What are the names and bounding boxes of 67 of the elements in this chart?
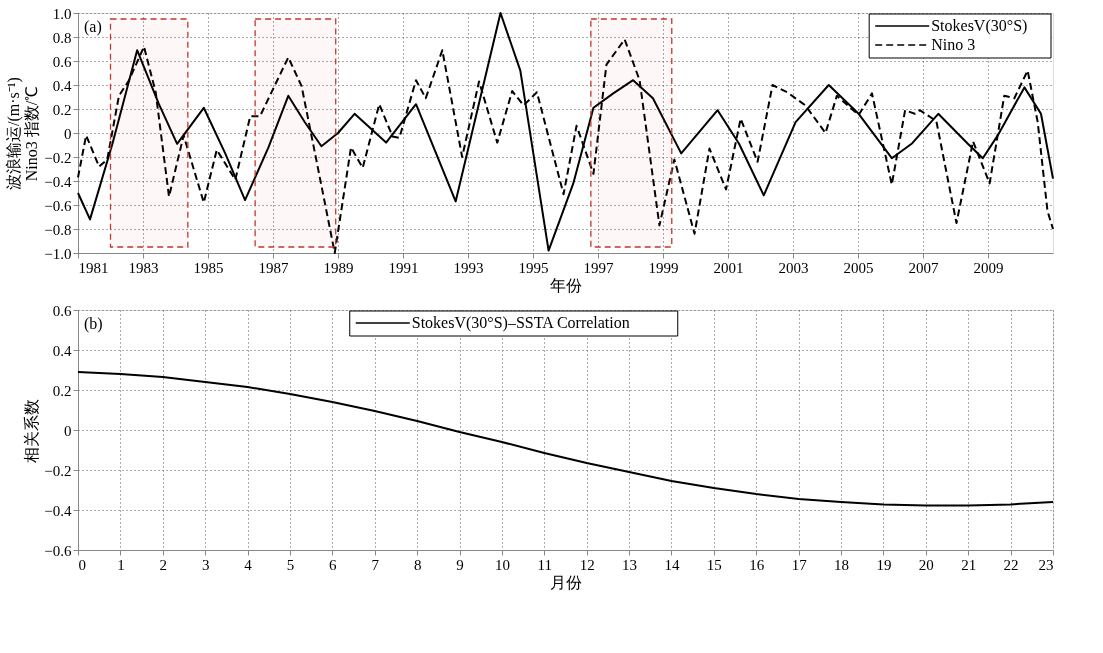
y-tick-label: 0.2	[52, 101, 72, 118]
x-tick-label: 1997	[583, 259, 614, 276]
x-tick-label: 0	[78, 556, 86, 573]
x-tick-label: 2	[159, 556, 168, 573]
x-tick-label: 23	[1038, 556, 1054, 573]
x-tick-label: 12	[579, 556, 595, 573]
y-tick-label: −1.0	[44, 245, 72, 262]
x-tick-label: 2005	[843, 259, 874, 276]
annotation: (a)	[84, 18, 102, 36]
x-tick-label: 1987	[258, 259, 289, 276]
y-tick-label: −0.4	[44, 173, 72, 190]
x-tick-label: 14	[664, 556, 680, 573]
x-tick-label: 7	[371, 556, 380, 573]
x-tick-label: 1983	[128, 259, 159, 276]
x-tick-label: 10	[494, 556, 510, 573]
x-tick-label: 17	[791, 556, 808, 573]
y-tick-label: 0.8	[52, 29, 72, 46]
legend-label: Nino 3	[931, 36, 976, 53]
x-tick-label: 16	[749, 556, 765, 573]
legend-label: StokesV(30°S)–SSTA Correlation	[411, 314, 630, 332]
x-tick-label: 2009	[973, 259, 1004, 276]
y-tick-label: −0.6	[44, 542, 72, 559]
x-tick-label: 3	[201, 556, 210, 573]
x-axis-title: 月份	[550, 573, 582, 591]
x-tick-label: 1995	[518, 259, 549, 276]
x-tick-label: 5	[286, 556, 295, 573]
x-tick-label: 2003	[778, 259, 809, 276]
y-tick-label: 0	[64, 125, 72, 142]
y-tick-label: −0.6	[44, 197, 72, 214]
y-tick-label: −0.4	[44, 502, 72, 519]
x-tick-label: 1989	[323, 259, 354, 276]
y-tick-label: 0.6	[52, 302, 72, 319]
y-tick-label: −0.8	[44, 221, 72, 238]
x-tick-label: 1981	[78, 259, 109, 276]
x-tick-label: 4	[244, 556, 253, 573]
x-tick-label: 11	[537, 556, 553, 573]
y-tick-label: −0.2	[44, 462, 72, 479]
x-tick-label: 20	[918, 556, 934, 573]
y-tick-label: 0.6	[52, 53, 72, 70]
x-tick-label: 2007	[908, 259, 939, 276]
x-tick-label: 19	[876, 556, 892, 573]
y-tick-label: 0	[64, 422, 72, 439]
x-tick-label: 9	[456, 556, 464, 573]
x-tick-label: 13	[622, 556, 638, 573]
x-tick-label: 1985	[193, 259, 224, 276]
x-tick-label: 1993	[453, 259, 484, 276]
y-axis-title: 相关系数	[23, 398, 41, 463]
x-tick-label: 21	[961, 556, 977, 573]
y-tick-label: 1.0	[52, 5, 72, 22]
x-axis-title: 年份	[550, 276, 582, 294]
y-axis-title: 波浪输运/(m·s⁻¹) Nino3 指数/℃	[5, 77, 41, 190]
y-tick-label: 0.4	[52, 77, 72, 94]
x-tick-label: 1991	[388, 259, 419, 276]
x-tick-label: 1	[117, 556, 125, 573]
y-tick-label: 0.2	[52, 382, 72, 399]
x-tick-label: 18	[834, 556, 850, 573]
y-tick-label: 0.4	[52, 342, 72, 359]
x-tick-label: 2001	[713, 259, 744, 276]
legend-label: StokesV(30°S)	[931, 17, 1028, 35]
annotation: (b)	[84, 315, 103, 333]
y-tick-label: −0.2	[44, 149, 72, 166]
x-tick-label: 8	[413, 556, 422, 573]
x-tick-label: 1999	[648, 259, 679, 276]
x-tick-label: 22	[1003, 556, 1019, 573]
line-series	[77, 371, 1054, 507]
x-tick-label: 6	[329, 556, 338, 573]
x-tick-label: 15	[706, 556, 722, 573]
